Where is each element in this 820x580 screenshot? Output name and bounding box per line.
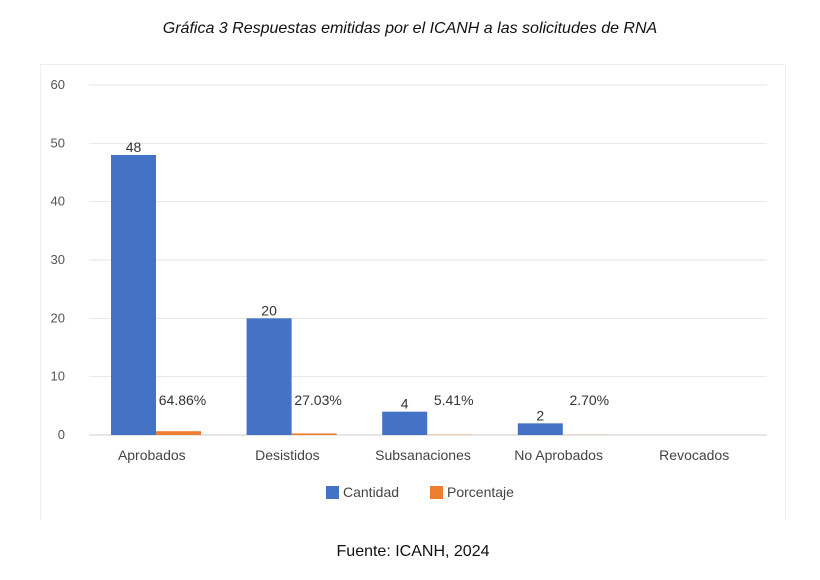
gridlines	[89, 84, 767, 436]
legend-swatch-cantidad	[326, 486, 339, 499]
data-label-porcentaje-1: 27.03%	[294, 392, 341, 408]
data-label-cantidad-3: 2	[536, 407, 544, 423]
category-label-3: No Aprobados	[514, 447, 603, 463]
y-tick-label: 30	[51, 252, 65, 267]
legend: Cantidad Porcentaje	[326, 484, 514, 500]
category-label-0: Aprobados	[118, 447, 186, 463]
category-label-2: Subsanaciones	[375, 447, 471, 463]
category-label-1: Desistidos	[255, 447, 320, 463]
y-axis-ticks: 0 10 20 30 40 50 60	[51, 77, 65, 442]
chart-caption: Gráfica 3 Respuestas emitidas por el ICA…	[162, 20, 658, 37]
data-label-cantidad-0: 48	[126, 139, 142, 155]
y-tick-label: 50	[51, 135, 65, 150]
legend-swatch-porcentaje	[430, 486, 443, 499]
data-label-cantidad-2: 4	[401, 396, 409, 412]
data-label-porcentaje-3: 2.70%	[569, 392, 609, 408]
bar-cantidad-1	[246, 318, 292, 435]
y-tick-label: 0	[58, 427, 65, 442]
data-labels: 48 64.86% 20 27.03% 4 5.41% 2 2.70%	[126, 139, 609, 423]
bar-porcentaje-0	[156, 431, 201, 435]
y-tick-label: 40	[51, 194, 65, 209]
data-label-cantidad-1: 20	[261, 302, 277, 318]
bar-cantidad-3	[517, 423, 563, 435]
y-tick-label: 60	[51, 77, 65, 92]
bar-chart: 0 10 20 30 40 50 60 48 64.86% 20 27.03% 4 5.41% 2 2.7…	[51, 77, 767, 500]
category-label-4: Revocados	[659, 447, 729, 463]
bars	[111, 155, 608, 435]
data-label-porcentaje-0: 64.86%	[159, 392, 206, 408]
category-labels: Aprobados Desistidos Subsanaciones No Aprob…	[118, 447, 729, 463]
bar-cantidad-0	[111, 155, 156, 435]
bar-porcentaje-1	[291, 433, 337, 435]
y-tick-label: 20	[51, 310, 65, 325]
data-label-porcentaje-2: 5.41%	[434, 392, 474, 408]
legend-label-cantidad: Cantidad	[343, 484, 399, 500]
source-note: Fuente: ICANH, 2024	[336, 543, 490, 560]
bar-cantidad-2	[382, 411, 428, 435]
chart-area: 0 10 20 30 40 50 60 48 64.86% 20 27.03% 4 5.41% 2 2.7…	[40, 64, 786, 520]
y-tick-label: 10	[51, 369, 65, 384]
legend-label-porcentaje: Porcentaje	[447, 484, 514, 500]
